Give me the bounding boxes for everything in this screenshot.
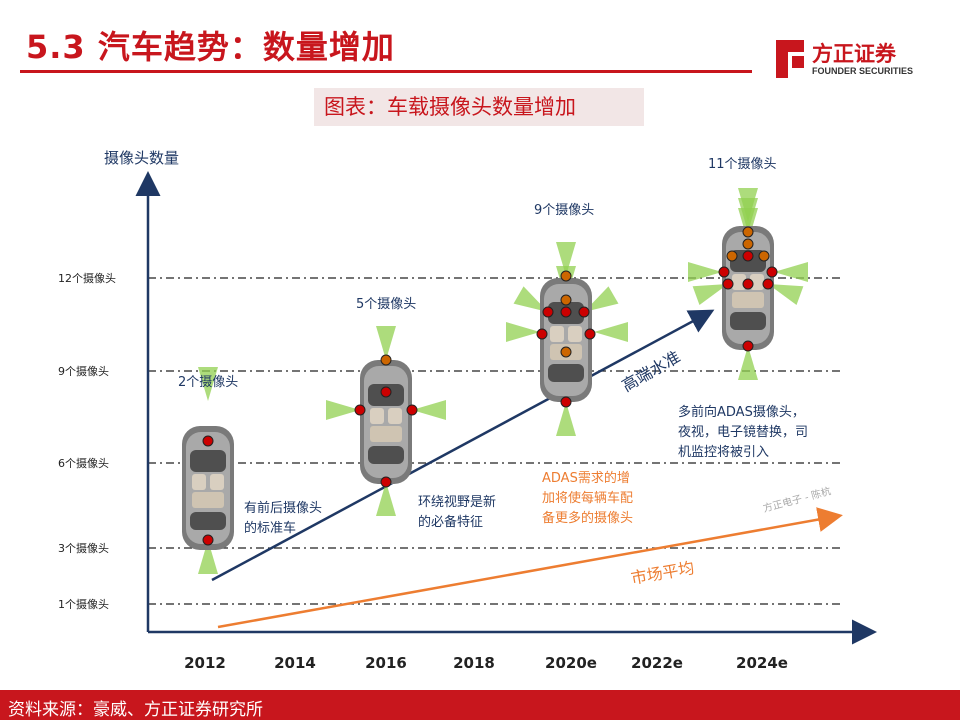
note-adas-line3: 备更多的摄像头 [542, 510, 633, 526]
x-axis-label: 2012 [184, 654, 226, 672]
camera-dot [742, 340, 754, 352]
camera-dot [718, 266, 730, 278]
source-note: 资料来源：豪威、方正证券研究所 [8, 700, 263, 720]
camera-dot [380, 476, 392, 488]
camera-dot [560, 396, 572, 408]
note-adas-line1: ADAS需求的增 [542, 470, 630, 486]
note-surround-line2: 的必备特征 [418, 514, 483, 530]
camera-dot [536, 328, 548, 340]
camera-dot [354, 404, 366, 416]
note-future-line2: 夜视，电子镜替换，司 [678, 425, 808, 440]
high-end-trend-arrow [211, 309, 715, 582]
market-average-trend-arrow [217, 507, 843, 629]
y-level-label: 9个摄像头 [58, 364, 109, 378]
camera-trend-diagram: 摄像头数量 12个摄像头 9个摄像头 6个摄像头 3个摄像头 1个摄像头 201… [58, 149, 877, 672]
camera-dot [742, 226, 754, 238]
camera-dot [766, 266, 778, 278]
camera-dot [380, 386, 392, 398]
watermark: 方正电子 - 陈杭 [761, 484, 832, 515]
camera-dot [722, 278, 734, 290]
x-axis-label: 2016 [365, 654, 407, 672]
car-2016-5-cameras: 5个摄像头 [326, 297, 446, 516]
brand-name-en: FOUNDER SECURITIES [812, 66, 914, 76]
figure-caption: 图表：车载摄像头数量增加 [314, 88, 644, 126]
camera-dot [742, 250, 754, 262]
y-level-label: 12个摄像头 [58, 271, 116, 285]
car-2012-2-cameras: 2个摄像头 [178, 367, 238, 574]
page-title: 5.3 汽车趋势：数量增加 [26, 28, 395, 66]
camera-dot [406, 404, 418, 416]
camera-dot [202, 534, 214, 546]
car-2024e-11-cameras: 11个摄像头 [688, 157, 808, 380]
camera-dot [202, 435, 214, 447]
market-average-trend-label: 市场平均 [629, 558, 695, 588]
y-level-label: 1个摄像头 [58, 597, 109, 611]
note-adas-line2: 加将使每辆车配 [542, 490, 633, 506]
x-axis-label: 2018 [453, 654, 495, 672]
car-2020e-9-cameras: 9个摄像头 [506, 203, 628, 436]
note-future-line1: 多前向ADAS摄像头， [678, 404, 805, 420]
x-axis-label: 2024e [736, 654, 788, 672]
camera-dot [758, 250, 770, 262]
camera-dot [584, 328, 596, 340]
camera-dot [542, 306, 554, 318]
camera-dot [380, 354, 392, 366]
note-standard-line2: 的标准车 [244, 520, 296, 536]
note-standard-line1: 有前后摄像头 [244, 500, 322, 516]
y-axis-title: 摄像头数量 [104, 149, 179, 167]
title-divider [20, 70, 752, 73]
note-surround-line1: 环绕视野是新 [418, 494, 496, 510]
camera-dot [726, 250, 738, 262]
y-level-label: 3个摄像头 [58, 541, 109, 555]
y-level-label: 6个摄像头 [58, 456, 109, 470]
camera-dot [560, 270, 572, 282]
camera-dot [560, 306, 572, 318]
note-future-line3: 机监控将被引入 [678, 445, 769, 460]
x-axis-label: 2020e [545, 654, 597, 672]
camera-count-label: 11个摄像头 [708, 157, 777, 172]
camera-count-label: 5个摄像头 [356, 297, 416, 312]
camera-count-label: 2个摄像头 [178, 375, 238, 390]
camera-dot [742, 238, 754, 250]
camera-count-label: 9个摄像头 [534, 203, 594, 218]
x-axis-label: 2014 [274, 654, 316, 672]
footer-bar: 资料来源：豪威、方正证券研究所 [0, 690, 960, 720]
x-axis-label: 2022e [631, 654, 683, 672]
founder-logo-icon [776, 40, 804, 78]
camera-dot [742, 278, 754, 290]
car-icon [360, 360, 412, 484]
camera-dot [762, 278, 774, 290]
camera-dot [560, 294, 572, 306]
camera-dot [560, 346, 572, 358]
brand-name-cn: 方正证券 [812, 42, 896, 66]
camera-dot [578, 306, 590, 318]
brand-logo: 方正证券 FOUNDER SECURITIES [768, 38, 938, 80]
